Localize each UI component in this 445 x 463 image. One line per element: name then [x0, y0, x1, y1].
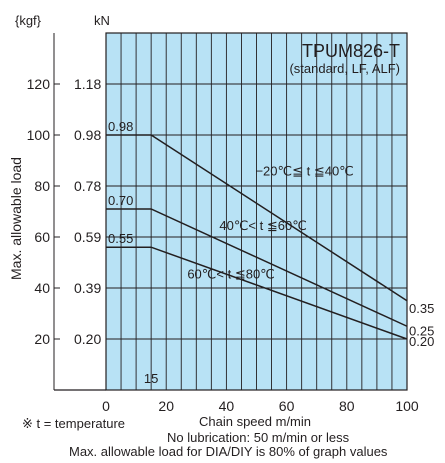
y-tick-kgf-120: 120: [27, 76, 51, 92]
y-tick-kN-0-78: 0.78: [74, 178, 101, 194]
y-tick-kN-1-18: 1.18: [74, 76, 101, 92]
x-tick-0: 0: [102, 398, 110, 414]
series-end-label-1: 0.35: [409, 301, 434, 316]
x-tick-60: 60: [279, 398, 295, 414]
x-tick-20: 20: [158, 398, 174, 414]
y-tick-kN-0-39: 0.39: [74, 280, 101, 296]
series-name-1: −20℃≦ t ≦40℃: [255, 164, 353, 179]
x-axis-label: Chain speed m/min: [199, 414, 311, 429]
series-end-label-2: 0.25: [409, 323, 434, 338]
chart-subtitle: (standard, LF, ALF): [289, 61, 400, 76]
x-marker-15: 15: [144, 371, 158, 386]
unit-kN: kN: [94, 13, 110, 28]
series-name-3: 60℃< t ≦80℃: [187, 267, 274, 282]
dia-note: Max. allowable load for DIA/DIY is 80% o…: [69, 444, 388, 459]
series-line-2: [106, 208, 408, 327]
series-start-label-2: 0.70: [108, 193, 133, 208]
y-tick-kgf-20: 20: [34, 331, 50, 347]
series-line-1: [106, 134, 408, 302]
temperature-note: ※ t = temperature: [22, 416, 126, 431]
chart-title: TPUM826-T: [302, 41, 400, 61]
series-name-2: 40℃< t ≦60℃: [219, 218, 306, 233]
y-tick-kN-0-59: 0.59: [74, 229, 101, 245]
y-tick-kN-0-98: 0.98: [74, 127, 101, 143]
series-start-label-1: 0.98: [108, 119, 133, 134]
y-tick-kgf-60: 60: [34, 229, 50, 245]
series-line-3: [106, 246, 408, 340]
lubrication-note: No lubrication: 50 m/min or less: [167, 430, 350, 445]
unit-kgf: {kgf}: [15, 13, 42, 28]
y-axis-label: Max. allowable load: [8, 157, 24, 280]
series-start-label-3: 0.55: [108, 231, 133, 246]
x-tick-80: 80: [339, 398, 355, 414]
x-tick-40: 40: [219, 398, 235, 414]
y-tick-kgf-40: 40: [34, 280, 50, 296]
y-tick-kgf-100: 100: [27, 127, 51, 143]
x-tick-100: 100: [395, 398, 419, 414]
y-tick-kN-0-20: 0.20: [74, 331, 101, 347]
y-tick-kgf-80: 80: [34, 178, 50, 194]
series-end-label-3: 0.20: [409, 334, 434, 349]
plot-border: [105, 32, 408, 391]
